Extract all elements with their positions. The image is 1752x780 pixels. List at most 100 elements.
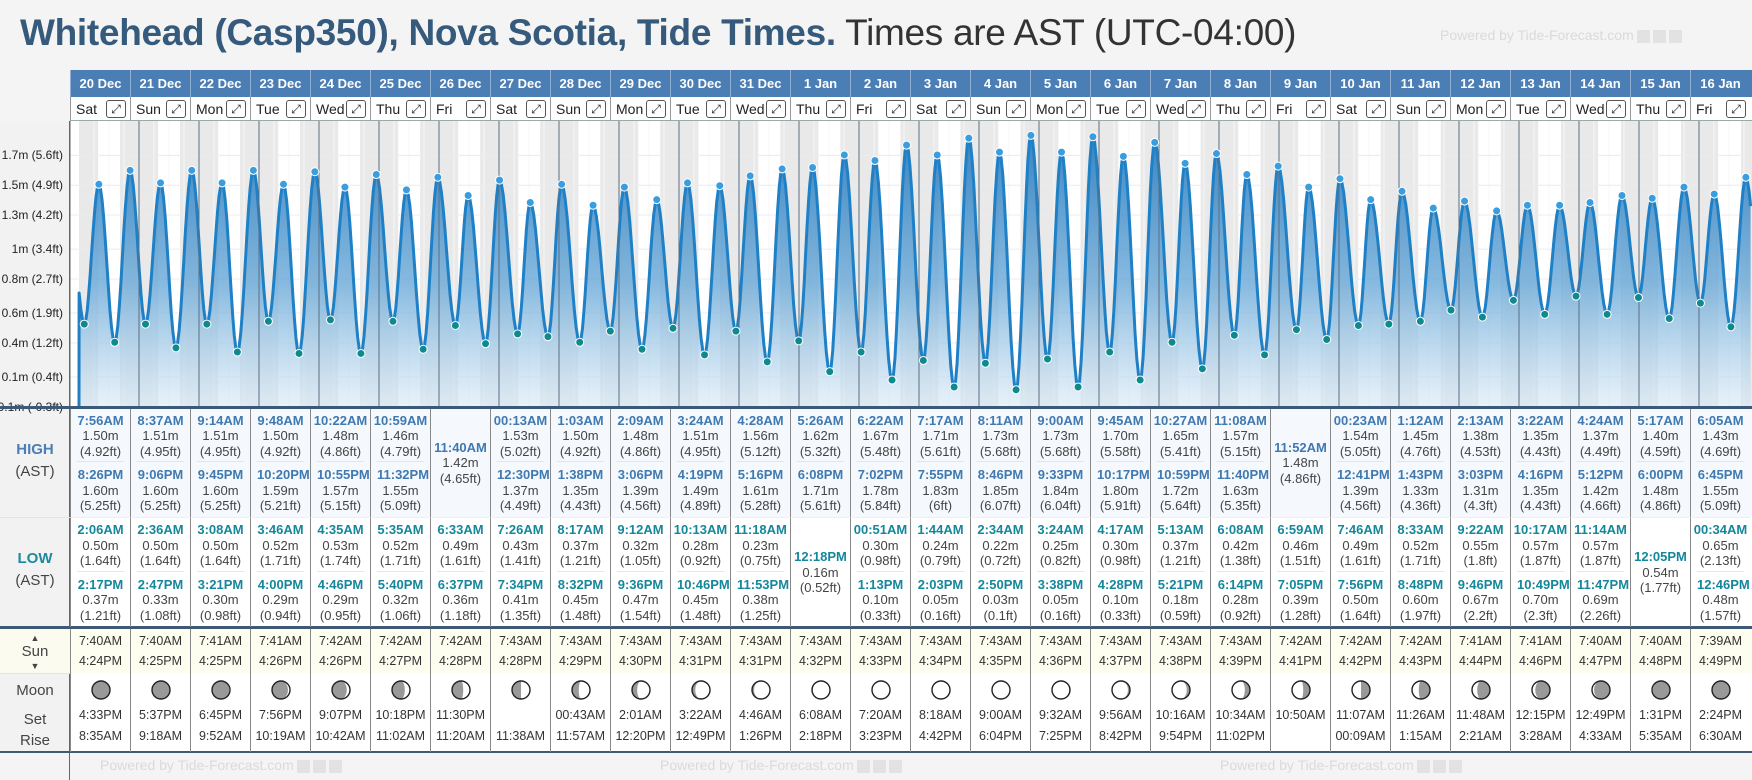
expand-icon[interactable]: ⤢ xyxy=(1546,100,1566,118)
moon-phase-icon xyxy=(990,680,1011,700)
expand-icon[interactable]: ⤢ xyxy=(886,100,906,118)
tide-time: 7:34PM xyxy=(497,576,544,592)
high-tides-cell: 7:56AM 1.50m 4.92ft 8:26PM 1.60m 5.25ft xyxy=(70,409,130,517)
low-tide-point xyxy=(388,316,398,326)
low-tide-entry: 9:36PM 0.47m 1.54ft xyxy=(617,570,664,626)
expand-icon[interactable]: ⤢ xyxy=(1126,100,1146,118)
moonrise-time: 3:23PM xyxy=(858,729,903,743)
day-column: 30 Dec Tue ⤢ 3:24AM 1.51m 4.95ft 4:19PM 1… xyxy=(670,70,730,752)
low-tide-point xyxy=(1508,295,1518,305)
tide-height-m: 0.67m xyxy=(1462,592,1499,607)
high-tide-entry: 7:56AM 1.50m 4.92ft xyxy=(71,411,130,462)
low-tide-point xyxy=(731,326,741,336)
tide-height-m: 0.05m xyxy=(1042,592,1079,607)
sunrise-time: 7:43AM xyxy=(858,634,903,648)
low-tides-cell: 7:26AM 0.43m 1.41ft 7:34PM 0.41m 1.35ft xyxy=(490,517,550,627)
tide-height-m: 1.48m xyxy=(322,428,359,443)
tide-height-ft: 1.21ft xyxy=(551,553,610,569)
tide-height-ft: 1.06ft xyxy=(377,608,424,624)
expand-icon[interactable]: ⤢ xyxy=(766,100,786,118)
tide-height-ft: 0.98ft xyxy=(851,553,910,569)
expand-icon[interactable]: ⤢ xyxy=(1486,100,1506,118)
high-title: HIGH xyxy=(16,441,54,458)
expand-icon[interactable]: ⤢ xyxy=(1726,100,1746,118)
expand-icon[interactable]: ⤢ xyxy=(226,100,246,118)
high-tides-cell: 00:23AM 1.54m 5.05ft 12:41PM 1.39m 4.56f… xyxy=(1330,409,1390,517)
tide-time: 10:55PM xyxy=(317,467,370,482)
date-label: 26 Dec xyxy=(430,70,490,97)
y-tick-label: 1.7m (5.6ft) xyxy=(1,148,63,163)
watermark: Powered by Tide-Forecast.com xyxy=(660,757,902,773)
tide-height-ft: 0.94ft xyxy=(257,608,304,624)
date-label: 29 Dec xyxy=(610,70,670,97)
moonrise-time: 1:15AM xyxy=(1398,729,1443,743)
low-tides-cell: 1:44AM 0.24m 0.79ft 2:03PM 0.05m 0.16ft xyxy=(910,517,970,627)
expand-icon[interactable]: ⤢ xyxy=(1066,100,1086,118)
expand-icon[interactable]: ⤢ xyxy=(1606,100,1626,118)
tide-time: 12:05PM xyxy=(1634,549,1687,565)
expand-icon[interactable]: ⤢ xyxy=(286,100,306,118)
high-tide-point xyxy=(156,178,166,188)
low-tide-point xyxy=(918,355,928,365)
low-tides-cell: 4:17AM 0.30m 0.98ft 4:28PM 0.10m 0.33ft xyxy=(1090,517,1150,627)
tide-chart[interactable] xyxy=(70,121,1752,407)
high-tide-entry: 8:46PM 1.85m 6.07ft xyxy=(977,461,1024,516)
date-label: 22 Dec xyxy=(190,70,250,97)
expand-icon[interactable]: ⤢ xyxy=(1666,100,1686,118)
day-column: 5 Jan Mon⤢ 9:00AM 1.73m 5.68ft 9:33PM 1.… xyxy=(1030,70,1090,752)
expand-icon[interactable]: ⤢ xyxy=(466,100,486,118)
tide-height-m: 1.51m xyxy=(142,428,179,443)
tide-time: 10:17AM xyxy=(1513,522,1568,537)
moonset-time: 6:08AM xyxy=(798,708,843,722)
expand-icon[interactable]: ⤢ xyxy=(406,100,426,118)
high-tide-point xyxy=(248,165,258,175)
tide-height-ft: 4.95ft xyxy=(671,444,730,460)
tide-height-m: 1.39m xyxy=(622,482,659,498)
expand-icon[interactable]: ⤢ xyxy=(1366,100,1386,118)
expand-icon[interactable]: ⤢ xyxy=(826,100,846,118)
tide-time: 12:18PM xyxy=(794,549,847,565)
moonrise-time: 11:02PM xyxy=(1215,729,1266,743)
expand-icon[interactable]: ⤢ xyxy=(646,100,666,118)
expand-icon[interactable]: ⤢ xyxy=(166,100,186,118)
expand-icon[interactable]: ⤢ xyxy=(1426,100,1446,118)
moon-phase-icon xyxy=(810,680,831,700)
date-label: 2 Jan xyxy=(850,70,910,97)
sunset-time: 4:28PM xyxy=(438,654,483,668)
expand-icon[interactable]: ⤢ xyxy=(946,100,966,118)
tide-height-ft: 1.21ft xyxy=(77,608,124,624)
sun-cell: 7:42AM 4:26PM xyxy=(310,629,370,673)
expand-icon[interactable]: ⤢ xyxy=(346,100,366,118)
sunset-time: 4:31PM xyxy=(678,654,723,668)
moonrise-time: 11:20AM xyxy=(435,729,486,743)
sunrise-time: 7:40AM xyxy=(78,634,123,648)
moonset-time: 3:22AM xyxy=(678,708,723,722)
tide-time: 1:12AM xyxy=(1397,412,1444,428)
expand-icon[interactable]: ⤢ xyxy=(1006,100,1026,118)
expand-icon[interactable]: ⤢ xyxy=(1186,100,1206,118)
sunrise-time: 7:43AM xyxy=(558,634,603,648)
high-tide-point xyxy=(715,181,725,191)
tide-height-ft: 4.86ft xyxy=(311,444,370,460)
expand-icon[interactable]: ⤢ xyxy=(526,100,546,118)
watermark: Powered by Tide-Forecast.com xyxy=(100,757,342,773)
expand-icon[interactable]: ⤢ xyxy=(706,100,726,118)
weekday-label: Mon xyxy=(196,101,224,117)
expand-icon[interactable]: ⤢ xyxy=(1246,100,1266,118)
date-label: 28 Dec xyxy=(550,70,610,97)
expand-icon[interactable]: ⤢ xyxy=(586,100,606,118)
weekday-label: Sat xyxy=(76,101,98,117)
sunrise-time: 7:41AM xyxy=(1458,634,1503,648)
sun-cell: 7:41AM 4:26PM xyxy=(250,629,310,673)
day-column: 29 Dec Mon⤢ 2:09AM 1.48m 4.86ft 3:06PM 1… xyxy=(610,70,670,752)
weekday-cell: Fri ⤢ xyxy=(430,97,490,121)
tide-height-m: 1.39m xyxy=(1342,482,1379,498)
tide-height-m: 0.49m xyxy=(442,537,479,553)
expand-icon[interactable]: ⤢ xyxy=(1306,100,1326,118)
moon-phase-icon xyxy=(630,680,651,700)
high-tide-entry: 3:22AM 1.35m 4.43ft xyxy=(1511,411,1570,462)
moonset-time: 9:07PM xyxy=(318,708,363,722)
tide-time: 10:27AM xyxy=(1153,412,1208,428)
tide-height-m: 1.37m xyxy=(1582,428,1619,443)
expand-icon[interactable]: ⤢ xyxy=(106,100,126,118)
